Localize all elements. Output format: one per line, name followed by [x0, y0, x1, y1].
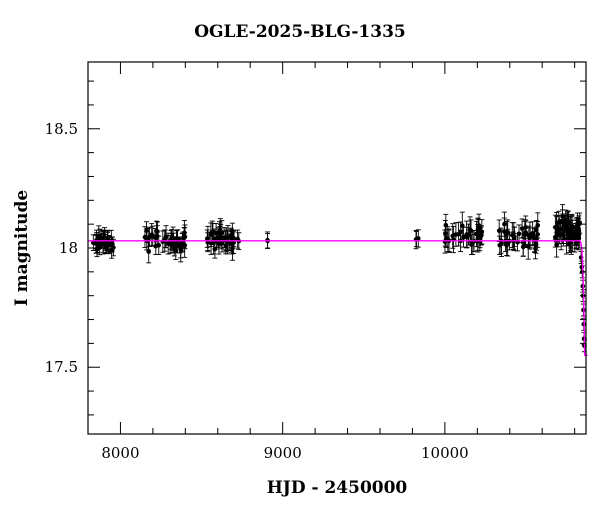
data-point [96, 234, 102, 239]
data-point [575, 225, 580, 230]
x-axis-label: HJD - 2450000 [266, 478, 408, 498]
data-point [102, 235, 107, 241]
data-point [527, 235, 533, 241]
data-point [574, 230, 579, 236]
data-point [173, 248, 179, 254]
data-point [563, 219, 569, 224]
data-point [557, 227, 562, 232]
data-point [111, 245, 116, 250]
data-point [496, 228, 502, 234]
data-point [209, 229, 215, 235]
data-point [504, 230, 510, 236]
chart-marks [88, 204, 588, 356]
model-curve [88, 240, 588, 356]
data-point [553, 224, 558, 230]
axis-ticks [87, 62, 586, 434]
data-point [453, 232, 459, 237]
data-point [146, 249, 152, 254]
data-point [560, 219, 565, 224]
chart-title: OGLE-2025-BLG-1335 [194, 22, 406, 42]
data-point [142, 234, 148, 240]
data-point [218, 231, 223, 236]
y-tick-label: 18 [59, 239, 78, 257]
data-point [467, 227, 473, 232]
data-point [156, 242, 162, 248]
data-point [171, 244, 177, 249]
x-tick-label: 8000 [101, 444, 139, 462]
data-point [519, 226, 525, 231]
data-point [204, 236, 210, 241]
data-point [225, 235, 231, 240]
data-point [150, 233, 156, 239]
data-point [160, 239, 166, 244]
data-point [93, 241, 99, 247]
data-point [169, 240, 175, 246]
data-point [475, 239, 480, 244]
data-point [154, 228, 159, 234]
data-point [443, 222, 449, 228]
x-tick-label: 10000 [421, 444, 469, 462]
data-point [534, 236, 539, 241]
data-point [182, 234, 187, 239]
data-point [461, 234, 466, 240]
data-point [565, 225, 571, 231]
x-tick-label: 9000 [264, 444, 302, 462]
y-tick-label: 18.5 [45, 120, 78, 138]
y-tick-label: 17.5 [45, 358, 78, 376]
data-point [523, 230, 529, 235]
data-point [469, 242, 474, 247]
data-point [561, 232, 566, 238]
data-point [464, 232, 469, 237]
y-axis-label: I magnitude [12, 189, 32, 307]
data-point [175, 236, 180, 242]
data-point [512, 234, 517, 239]
data-point [499, 240, 504, 246]
data-point [177, 242, 183, 248]
tick-labels: 8000 9000 10000 17.5 18 18.5 [45, 120, 469, 462]
